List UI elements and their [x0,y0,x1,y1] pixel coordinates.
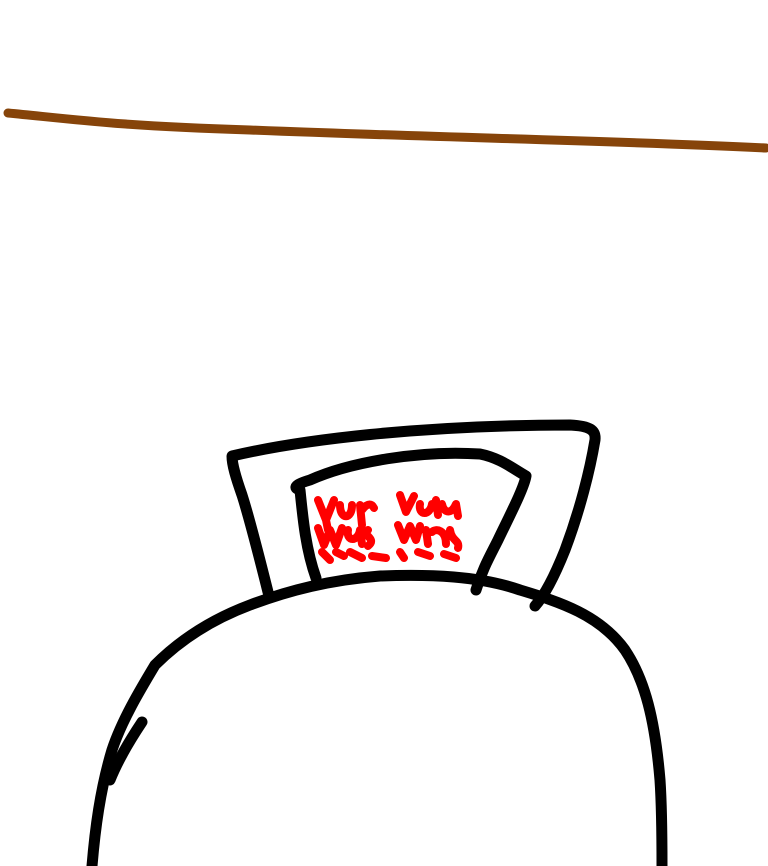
shelf-line [3,108,768,153]
scribble-line [318,548,460,564]
scale-screen [290,447,532,596]
scale-body-stroke [104,716,148,786]
red-scribble [314,491,463,564]
scale-display-frame [226,419,601,612]
scribble-line [314,521,463,552]
scale-body [86,569,668,866]
scribble-line [314,491,462,534]
